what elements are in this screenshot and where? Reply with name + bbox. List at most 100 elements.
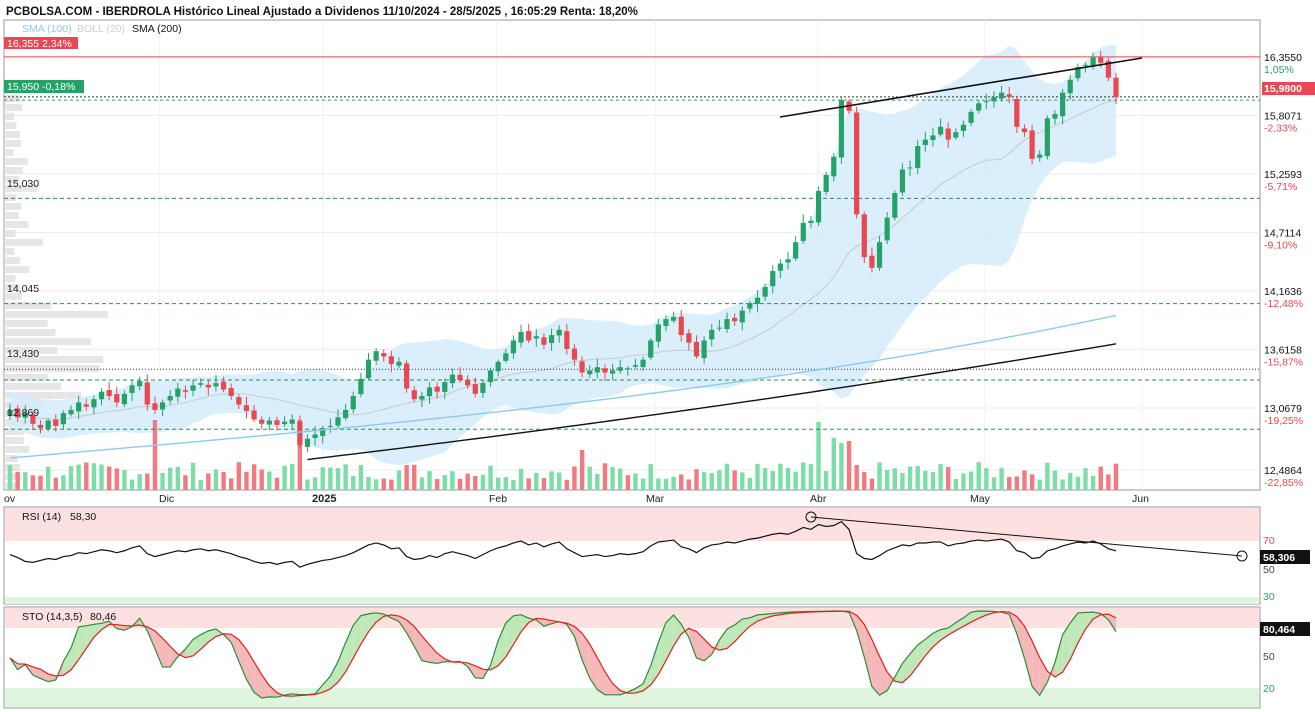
volume-bar (633, 473, 638, 490)
sto-fill-segment (170, 646, 178, 667)
candlesticks[interactable] (7, 50, 1119, 452)
candle-body (350, 396, 356, 410)
candle-body (1052, 114, 1058, 119)
volume-profile-bar (4, 275, 16, 282)
volume-bar (717, 470, 722, 490)
sto-fill-segment (597, 657, 605, 695)
candle-body (838, 100, 845, 158)
volume-bar (762, 468, 768, 490)
sto-label: STO (14,3,5) (22, 611, 83, 623)
volume-bar (450, 471, 455, 490)
candle-body (884, 217, 890, 241)
sto-value-tag-bg (1260, 622, 1310, 636)
sto-fill-segment (978, 611, 987, 619)
reference-lines (4, 56, 1260, 430)
sto-fill-segment (719, 629, 727, 651)
volume-profile-bar (4, 338, 91, 345)
legend-sma200[interactable]: SMA (200) (132, 23, 182, 35)
sto-value-tag: 80,464 (1263, 624, 1295, 636)
volume-bar (976, 462, 981, 490)
sto-fill-segment (1062, 622, 1071, 673)
volume-bar (122, 470, 127, 490)
candle-body (998, 92, 1005, 99)
rsi-level-30: 30 (1263, 591, 1275, 603)
volume-profile-bar (4, 176, 20, 183)
legend-sma100[interactable]: SMA (100) (22, 23, 72, 35)
candle-body (1090, 57, 1096, 67)
candle-body (564, 331, 570, 349)
rsi-line (9, 511, 1248, 568)
volume-bar (602, 463, 608, 490)
candle-body (129, 385, 135, 393)
volume-bar (229, 478, 234, 490)
candle-body (83, 404, 89, 407)
volume-bar (984, 468, 989, 490)
sto-fill-segment (63, 648, 72, 676)
volume-profile-bar (4, 266, 30, 273)
moving-averages (9, 314, 1117, 461)
legend-boll[interactable]: BOLL (20) (77, 23, 125, 35)
volume-bar (945, 467, 951, 490)
sto-fill-segment (894, 663, 903, 683)
sto-fill-segment (185, 639, 194, 658)
sto-fill-segment (925, 633, 933, 656)
volume-bar (335, 468, 341, 490)
volume-bar (801, 462, 806, 490)
x-label-mar: Mar (646, 493, 665, 505)
candle-body (37, 424, 44, 429)
candle-body (388, 356, 394, 364)
candle-body (358, 378, 364, 395)
sto-fill-segment (261, 674, 270, 699)
volume-bar (709, 473, 714, 490)
sto-fill-segment (40, 669, 49, 682)
volume-bar (473, 475, 478, 490)
high-price-tag: 16,355 2,34% (7, 38, 72, 50)
sto-fill-segment (658, 622, 666, 675)
candle-body (1029, 130, 1035, 159)
volume-profile-bar (4, 329, 56, 336)
sto-fill-segment (917, 639, 926, 666)
volume-bar (419, 477, 425, 490)
rsi-series (9, 520, 1117, 568)
axis-price-0: 16,3550 (1264, 52, 1302, 64)
volume-bar (358, 465, 364, 490)
volume-profile-bar (4, 230, 16, 237)
candle-body (754, 297, 761, 304)
candle-body (320, 428, 326, 436)
candle-body (236, 397, 242, 405)
candle-body (259, 419, 265, 424)
volume-bar (503, 477, 508, 490)
bollinger-mid-line (9, 99, 1117, 421)
sto-fill-segment (940, 628, 949, 641)
volume-bar (884, 470, 890, 490)
volume-bar (267, 471, 272, 490)
candle-body (602, 368, 608, 373)
sto-fill-segment (360, 613, 369, 645)
candle-body (60, 413, 66, 425)
volume-bar (457, 478, 463, 490)
volume-bar (251, 464, 257, 490)
candle-body (632, 365, 639, 367)
level-tag-13430: 13,430 (7, 348, 39, 360)
x-label-abr: Abr (810, 493, 827, 505)
axis-pct-4: -12,48% (1264, 298, 1303, 310)
volume-bar (526, 478, 531, 490)
volume-bar (221, 472, 226, 490)
sto-fill-segment (948, 622, 956, 636)
volume-profile-bar (4, 221, 29, 228)
volume-profile-bar (4, 293, 22, 300)
rsi-level-50: 50 (1263, 564, 1275, 576)
candle-body (419, 396, 425, 400)
volume-bar (91, 463, 97, 490)
volume-bar (1037, 479, 1042, 490)
volume-bar (518, 468, 524, 490)
volume-profile-bar (4, 365, 100, 372)
sto-level-20: 20 (1263, 683, 1275, 695)
volume-bar (198, 479, 203, 490)
candle-body (968, 111, 974, 123)
volume-bar (1083, 468, 1088, 490)
last-price-tag: 15,9800 (1264, 83, 1302, 95)
candle-body (1075, 67, 1081, 79)
sto-fill-segment (742, 617, 750, 634)
